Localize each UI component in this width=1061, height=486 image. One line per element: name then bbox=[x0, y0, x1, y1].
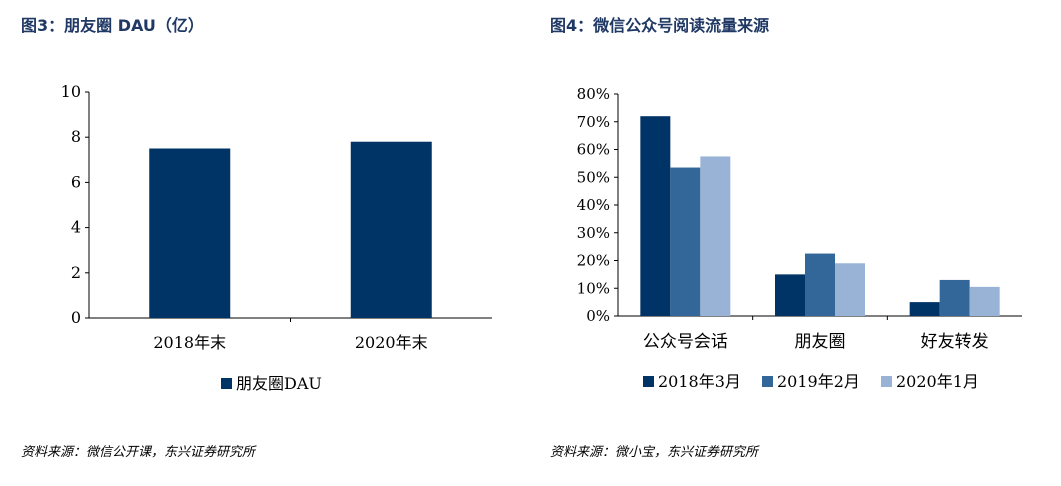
y-tick-label: 10% bbox=[577, 279, 610, 297]
legend-swatch bbox=[762, 376, 773, 387]
traffic-source-bar-chart: 0% 10% 20% 30% 40% 50% 60% 70% 80% 公众号会话 朋友圈 好友转发 20… bbox=[577, 85, 1022, 391]
bar bbox=[805, 253, 835, 316]
bar bbox=[835, 263, 865, 316]
x-category-label: 朋友圈 bbox=[795, 332, 846, 352]
bar bbox=[640, 116, 671, 316]
x-category-label: 2020年末 bbox=[355, 333, 428, 352]
legend-swatch bbox=[221, 378, 232, 389]
x-category-label: 2018年末 bbox=[153, 333, 226, 352]
legend-label: 朋友圈DAU bbox=[236, 374, 322, 393]
y-tick-label: 30% bbox=[577, 224, 610, 242]
bar bbox=[350, 141, 432, 318]
legend-swatch bbox=[881, 376, 892, 387]
legend-label: 2019年2月 bbox=[777, 372, 860, 391]
legend-label: 2018年3月 bbox=[658, 372, 741, 391]
bar bbox=[775, 274, 805, 316]
bar bbox=[149, 148, 231, 318]
legend-swatch bbox=[643, 376, 654, 387]
bar bbox=[670, 167, 701, 316]
bar bbox=[969, 286, 1000, 316]
x-category-label: 好友转发 bbox=[921, 332, 989, 352]
y-tick-label: 20% bbox=[577, 252, 610, 270]
left-figure-title: 图3：朋友圈 DAU（亿） bbox=[21, 16, 204, 35]
y-tick-label: 60% bbox=[577, 141, 610, 159]
y-tick-label: 8 bbox=[71, 127, 81, 146]
y-tick-label: 80% bbox=[577, 85, 610, 103]
right-figure-source: 资料来源：微小宝，东兴证券研究所 bbox=[550, 445, 759, 460]
bar bbox=[909, 302, 940, 316]
y-tick-label: 40% bbox=[577, 196, 610, 214]
legend-label: 2020年1月 bbox=[896, 372, 979, 391]
left-figure-source: 资料来源：微信公开课，东兴证券研究所 bbox=[21, 445, 256, 460]
y-tick-label: 70% bbox=[577, 113, 610, 131]
y-tick-label: 0% bbox=[586, 307, 610, 325]
y-tick-label: 6 bbox=[71, 172, 81, 191]
y-tick-label: 4 bbox=[71, 218, 81, 237]
y-tick-label: 50% bbox=[577, 168, 610, 186]
bar bbox=[700, 156, 731, 316]
x-category-label: 公众号会话 bbox=[643, 332, 728, 352]
y-tick-label: 0 bbox=[71, 308, 81, 327]
y-tick-label: 2 bbox=[71, 263, 81, 282]
bar bbox=[939, 279, 970, 316]
y-tick-label: 10 bbox=[61, 82, 81, 101]
right-figure-title: 图4：微信公众号阅读流量来源 bbox=[550, 16, 770, 35]
